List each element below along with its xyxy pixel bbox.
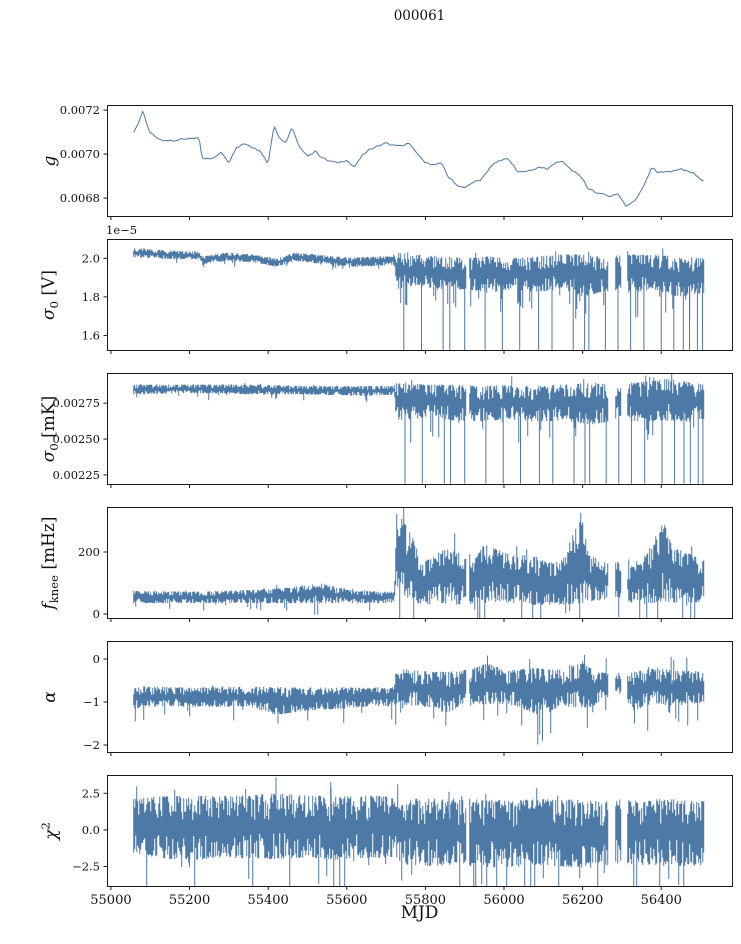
- plot-area-alpha: −2 −1 0: [83, 641, 733, 756]
- x-tick-label: 55200: [169, 893, 210, 908]
- y-tick-label: 1.8: [82, 290, 100, 304]
- axes-spine: [107, 507, 733, 619]
- subplot-alpha: −2 −1 0 α: [0, 641, 741, 756]
- data-series-g: [133, 110, 704, 207]
- axes-spine: [107, 239, 733, 351]
- y-tick-label: 2.0: [82, 251, 100, 265]
- y-tick-label: 2.5: [82, 786, 100, 800]
- y-tick-label: −1: [83, 695, 100, 709]
- y-tick-label: 1.6: [82, 329, 100, 343]
- y-axis-label-fknee: fknee [mHz]: [38, 516, 62, 610]
- y-tick-label: 0: [93, 607, 100, 621]
- subplot-fknee: 0 200 fknee [mHz]: [0, 507, 741, 622]
- x-tick-label: 55600: [326, 893, 367, 908]
- axes-spine: [107, 641, 733, 753]
- subplot-sigma0-volts: 1.6 1.8 2.0 1e−5 σ0 [V]: [0, 223, 741, 354]
- y-tick-label: 0.00225: [52, 468, 100, 482]
- axes-spine: [107, 775, 733, 887]
- y-axis-offset-text: 1e−5: [106, 223, 137, 237]
- y-axis-label-alpha: α: [40, 691, 60, 703]
- y-tick-label: −2: [83, 738, 100, 752]
- axes-spine: [107, 373, 733, 485]
- x-tick-label: 56200: [562, 893, 603, 908]
- y-tick-label: 0.0: [82, 823, 100, 837]
- y-tick-label: 0.0068: [60, 191, 100, 205]
- data-series-alpha: [133, 654, 705, 745]
- subplot-sigma0-mK: 0.00225 0.00250 0.00275 σ0 [mK]: [0, 373, 741, 488]
- subplot-chi2: −2.5 0.0 2.5 55000 55200 55400 55600 55800 56000…: [0, 775, 741, 908]
- y-tick-label: 200: [78, 545, 100, 559]
- y-tick-label: 0.0070: [60, 147, 100, 161]
- x-tick-label: 56000: [483, 893, 524, 908]
- y-tick-label: −2.5: [72, 860, 100, 874]
- x-tick-label: 56400: [641, 893, 682, 908]
- x-axis-label: MJD: [400, 903, 439, 923]
- data-series-sigma0-volts: [133, 248, 705, 350]
- figure-title: 000061: [393, 8, 446, 24]
- plot-area-fknee: 0 200: [78, 507, 733, 622]
- x-tick-label: 55400: [247, 893, 288, 908]
- y-tick-label: 0: [93, 652, 100, 666]
- x-tick-label: 55800: [405, 893, 446, 908]
- subplot-g: 0.0068 0.0070 0.0072 g: [0, 103, 741, 220]
- y-axis-label-sigma0-mK: σ0 [mK]: [38, 395, 62, 463]
- y-tick-label: 0.00250: [52, 432, 100, 446]
- plot-area-g: 0.0068 0.0070 0.0072: [60, 103, 733, 220]
- data-series-sigma0-mK: [133, 373, 705, 484]
- plot-area-chi2: −2.5 0.0 2.5 55000 55200 55400 55600 55800 56000…: [72, 775, 733, 908]
- y-tick-label: 0.00275: [52, 396, 100, 410]
- y-axis-label-g: g: [40, 155, 60, 167]
- plot-area-sigma0-volts: 1.6 1.8 2.0 1e−5: [82, 223, 733, 354]
- axes-spine: [107, 105, 733, 217]
- data-series-fknee: [133, 507, 705, 619]
- data-series-chi2: [133, 777, 705, 887]
- y-axis-label-sigma0-volts: σ0 [V]: [38, 270, 62, 320]
- y-tick-label: 0.0072: [60, 103, 100, 117]
- plot-area-sigma0-mK: 0.00225 0.00250 0.00275: [52, 373, 733, 488]
- y-axis-label-chi2: χ2: [38, 822, 62, 840]
- x-tick-label: 55000: [90, 893, 131, 908]
